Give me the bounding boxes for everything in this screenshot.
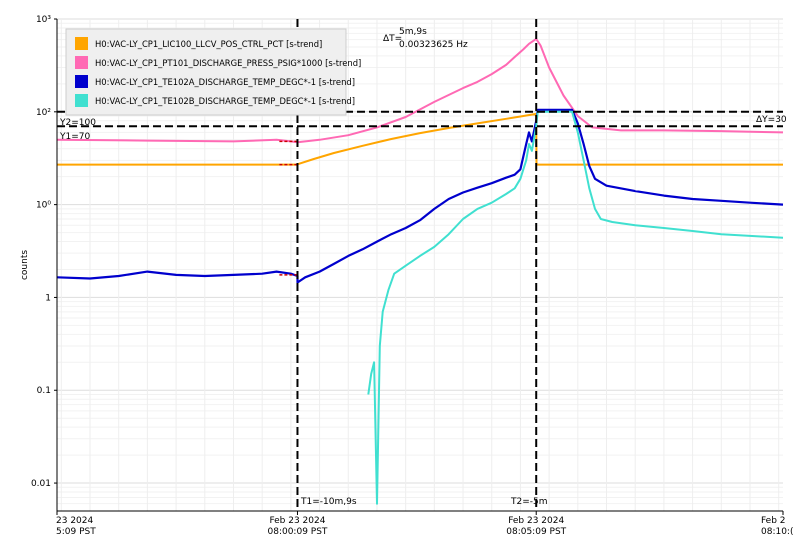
series-line xyxy=(56,37,784,144)
y1-label: Y1=70 xyxy=(59,132,90,142)
legend-swatch xyxy=(75,94,88,107)
x-tick-label: Feb 2 xyxy=(761,516,786,526)
y-tick-label: 10⁰ xyxy=(36,201,51,211)
delta-t-value: 5m,9s xyxy=(399,27,427,37)
series-line xyxy=(367,110,784,505)
t2-label: T2=-5m xyxy=(510,497,548,507)
legend-label: H0:VAC-LY_CP1_TE102B_DISCHARGE_TEMP_DEGC… xyxy=(95,96,355,106)
legend-entry[interactable]: H0:VAC-LY_CP1_TE102B_DISCHARGE_TEMP_DEGC… xyxy=(75,94,355,107)
legend-label: H0:VAC-LY_CP1_TE102A_DISCHARGE_TEMP_DEGC… xyxy=(95,77,355,87)
delta-t-frequency: 0.00323625 Hz xyxy=(399,40,468,50)
legend-swatch xyxy=(75,56,88,69)
legend-swatch xyxy=(75,75,88,88)
series-line xyxy=(57,112,783,166)
x-tick-label: 08:05:09 PST xyxy=(506,527,566,537)
x-tick-label: Feb 23 2024 xyxy=(508,516,564,526)
y2-label: Y2=100 xyxy=(59,118,96,128)
y-tick-label: 10³ xyxy=(36,15,51,25)
legend-entry[interactable]: H0:VAC-LY_CP1_TE102A_DISCHARGE_TEMP_DEGC… xyxy=(75,75,355,88)
legend-swatch xyxy=(75,37,88,50)
delta-y-label: ΔY=30 xyxy=(756,115,787,125)
series-lines xyxy=(56,37,784,505)
y-axis-label: counts xyxy=(20,250,30,280)
y-tick-label: 0.1 xyxy=(37,386,51,396)
y-tick-label: 10² xyxy=(36,108,51,118)
x-tick-label: 5:09 PST xyxy=(56,527,96,537)
y-tick-label: 1 xyxy=(45,293,51,303)
legend-label: H0:VAC-LY_CP1_PT101_DISCHARGE_PRESS_PSIG… xyxy=(95,58,361,68)
y-tick-labels: 0.01 0.1 1 10⁰ 10² 10³ xyxy=(31,15,57,489)
legend-box xyxy=(65,28,347,116)
legend: H0:VAC-LY_CP1_LIC100_LLCV_POS_CTRL_PCT [… xyxy=(65,28,361,116)
axes xyxy=(56,19,783,512)
x-tick-label: Feb 23 2024 xyxy=(269,516,325,526)
legend-entry[interactable]: H0:VAC-LY_CP1_LIC100_LLCV_POS_CTRL_PCT [… xyxy=(75,37,322,50)
x-tick-label: 08:10:( xyxy=(761,527,793,537)
series-line xyxy=(56,108,784,284)
y-tick-label: 0.01 xyxy=(31,479,51,489)
legend-label: H0:VAC-LY_CP1_LIC100_LLCV_POS_CTRL_PCT [… xyxy=(95,39,322,49)
x-tick-label: 08:00:09 PST xyxy=(268,527,328,537)
legend-entry[interactable]: H0:VAC-LY_CP1_PT101_DISCHARGE_PRESS_PSIG… xyxy=(75,56,361,69)
delta-t-label: ΔT= xyxy=(383,34,402,44)
t1-label: T1=-10m,9s xyxy=(300,497,357,507)
x-tick-label: 23 2024 xyxy=(56,516,93,526)
